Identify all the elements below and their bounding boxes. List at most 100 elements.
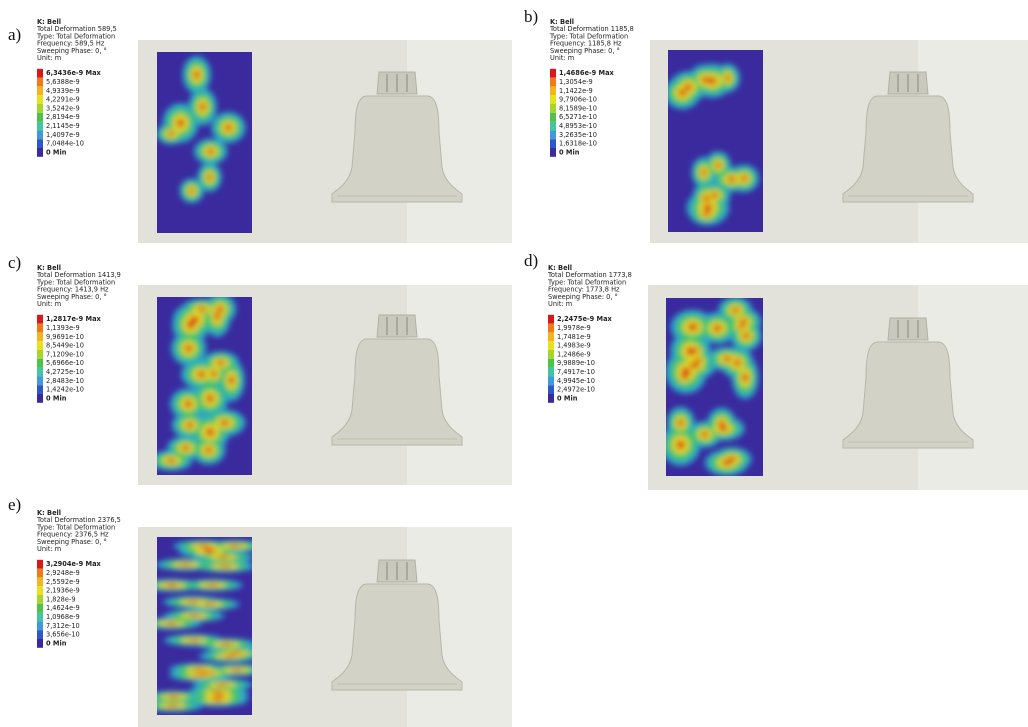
legend-swatch <box>548 350 554 359</box>
contour-blob <box>681 374 687 380</box>
contour-blob <box>719 426 727 431</box>
legend-label: 5,6388e-9 <box>46 78 80 86</box>
legend-swatch <box>37 148 43 157</box>
legend-swatch <box>550 95 556 104</box>
legend-label: 3,656e-10 <box>46 631 80 639</box>
contour-blob <box>701 169 706 175</box>
contour-blob <box>677 441 685 449</box>
legend-label: 1,4983e-9 <box>557 342 591 350</box>
legend-label: 2,1145e-9 <box>46 122 80 130</box>
legend-swatch <box>548 376 554 385</box>
contour-blob <box>211 371 216 377</box>
legend-label: 8,1589e-10 <box>559 104 597 112</box>
legend-label: 0 Min <box>46 639 67 647</box>
contour-blob <box>722 460 731 465</box>
legend-swatch <box>37 332 43 341</box>
legend-swatch <box>37 385 43 394</box>
contour-blob <box>217 361 224 366</box>
legend-swatch <box>37 113 43 122</box>
legend-swatch <box>37 139 43 148</box>
contour-blob <box>185 401 192 407</box>
contour-blob <box>200 103 206 110</box>
contour-blob <box>177 119 184 127</box>
legend-label: 1,6318e-10 <box>559 140 597 148</box>
contour-blob <box>743 333 749 339</box>
figure: a)K: BellTotal Deformation 589,5Type: To… <box>0 0 1028 727</box>
contour-blob <box>713 325 721 331</box>
legend-label: 1,1393e-9 <box>46 324 80 332</box>
panel-letter: a) <box>8 25 21 44</box>
contour-blob <box>207 395 214 402</box>
contour-blob <box>220 420 228 425</box>
legend-swatch <box>37 394 43 403</box>
legend-label: 1,3054e-9 <box>559 78 593 86</box>
contour-blob <box>690 363 698 369</box>
legend-label: 7,1209e-10 <box>46 350 84 358</box>
contour-blob <box>203 603 215 605</box>
contour-blob <box>217 306 223 312</box>
legend-label: 2,8194e-9 <box>46 113 80 121</box>
contour-blob <box>167 705 179 707</box>
contour-blob <box>194 71 200 79</box>
contour-blob <box>728 177 736 182</box>
contour-blob <box>704 204 713 211</box>
contour-blob <box>185 345 192 352</box>
contour-blob <box>168 132 174 136</box>
legend-label: 0 Min <box>46 394 67 402</box>
contour-blob <box>229 545 241 547</box>
legend-label: 9,9889e-10 <box>557 359 595 367</box>
contour-blob <box>211 691 223 693</box>
legend-label: 4,9945e-10 <box>557 377 595 385</box>
legend-swatch <box>548 368 554 377</box>
legend-label: 1,4097e-9 <box>46 131 80 139</box>
legend-swatch <box>548 385 554 394</box>
legend-swatch <box>37 595 43 604</box>
result-header: Unit: m <box>37 545 61 553</box>
contour-blob <box>193 668 205 670</box>
legend-label: 0 Min <box>46 148 67 156</box>
legend-swatch <box>548 359 554 368</box>
deformation-plate <box>661 297 763 476</box>
legend-swatch <box>37 604 43 613</box>
contour-blob <box>678 420 684 426</box>
contour-blob <box>716 162 721 168</box>
contour-blob <box>685 84 692 90</box>
contour-blob <box>165 622 177 624</box>
legend-swatch <box>548 341 554 350</box>
result-header: Unit: m <box>37 300 61 308</box>
contour-blob <box>197 371 205 377</box>
deformation-plate <box>664 50 763 232</box>
contour-blob <box>198 545 210 547</box>
legend-label: 6,3436e-9 Max <box>46 69 102 77</box>
legend-swatch <box>548 332 554 341</box>
contour-blob <box>711 193 717 198</box>
contour-blob <box>702 77 709 83</box>
contour-blob <box>704 195 710 202</box>
panel: c)K: BellTotal Deformation 1413,9Type: T… <box>8 253 512 485</box>
contour-blob <box>198 307 206 311</box>
legend-label: 3,5242e-9 <box>46 104 80 112</box>
deformation-plate <box>141 537 266 715</box>
contour-blob <box>723 356 731 361</box>
contour-blob <box>182 446 189 451</box>
legend-swatch <box>550 130 556 139</box>
contour-blob <box>204 548 216 550</box>
legend-label: 4,8953e-10 <box>559 122 597 130</box>
panel-letter: b) <box>524 7 538 26</box>
legend-swatch <box>550 113 556 122</box>
contour-blob <box>231 669 243 671</box>
legend-label: 8,5449e-10 <box>46 342 84 350</box>
legend-swatch <box>37 639 43 648</box>
contour-blob <box>188 639 200 641</box>
legend-swatch <box>37 613 43 622</box>
contour-blob <box>213 695 225 697</box>
contour-blob <box>702 432 709 437</box>
legend-label: 2,8483e-10 <box>46 377 84 385</box>
legend-label: 1,4242e-10 <box>46 386 84 394</box>
contour-blob <box>703 212 709 216</box>
legend-swatch <box>550 148 556 157</box>
contour-blob <box>695 358 701 363</box>
contour-blob <box>180 563 192 565</box>
contour-blob <box>189 188 194 193</box>
